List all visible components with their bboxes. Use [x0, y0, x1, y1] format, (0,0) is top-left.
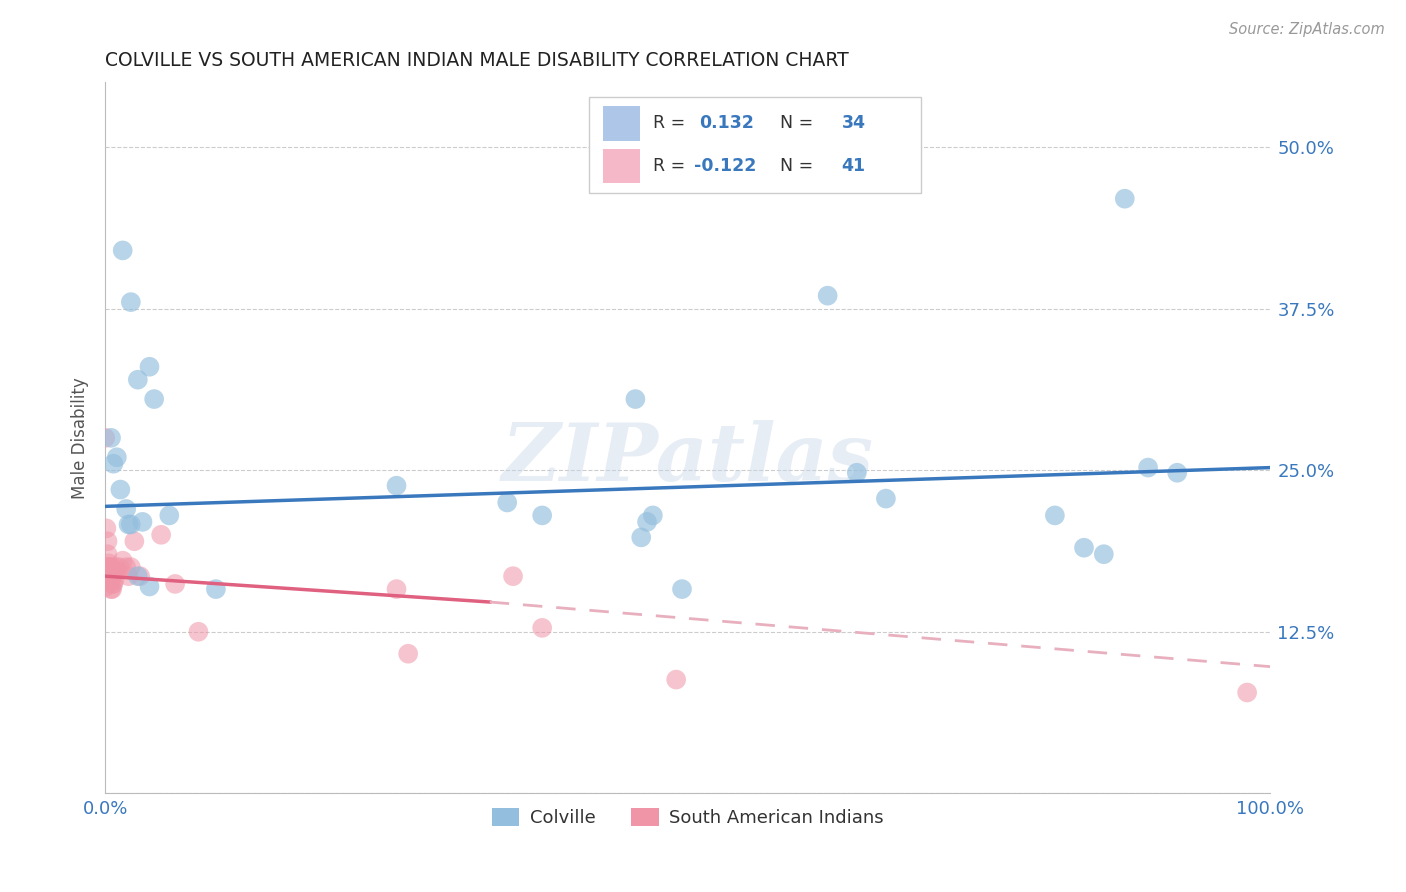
Point	[396, 647, 419, 661]
Text: COLVILLE VS SOUTH AMERICAN INDIAN MALE DISABILITY CORRELATION CHART: COLVILLE VS SOUTH AMERICAN INDIAN MALE D…	[105, 51, 849, 70]
Point	[1043, 508, 1066, 523]
Point	[96, 521, 118, 535]
Point	[138, 580, 160, 594]
Bar	[603, 106, 640, 141]
Point	[671, 582, 693, 596]
Point	[111, 554, 134, 568]
Point	[1137, 460, 1160, 475]
Point	[165, 577, 187, 591]
Point	[103, 573, 125, 587]
Point	[385, 478, 408, 492]
Point	[105, 450, 128, 465]
Text: ZIPatlas: ZIPatlas	[502, 420, 875, 498]
Point	[105, 564, 128, 578]
Point	[385, 582, 408, 596]
Point	[96, 566, 118, 581]
Point	[96, 547, 118, 561]
Text: Source: ZipAtlas.com: Source: ZipAtlas.com	[1229, 22, 1385, 37]
Point	[98, 560, 121, 574]
Point	[138, 359, 160, 374]
Text: N =: N =	[769, 157, 820, 175]
Point	[630, 530, 652, 544]
Point	[531, 621, 554, 635]
Point	[96, 560, 118, 574]
Text: 34: 34	[842, 114, 866, 132]
Point	[531, 508, 554, 523]
Point	[97, 569, 120, 583]
Point	[143, 392, 166, 406]
Point	[205, 582, 228, 596]
Point	[111, 244, 134, 258]
Point	[110, 483, 132, 497]
Point	[97, 556, 120, 570]
Point	[103, 457, 125, 471]
Text: -0.122: -0.122	[693, 157, 756, 175]
Point	[665, 673, 688, 687]
Text: R =: R =	[652, 157, 690, 175]
Point	[817, 288, 839, 302]
Point	[101, 577, 124, 591]
Point	[97, 564, 120, 578]
Legend: Colville, South American Indians: Colville, South American Indians	[485, 800, 891, 834]
Point	[103, 577, 125, 591]
Point	[108, 560, 131, 574]
Point	[624, 392, 647, 406]
Point	[641, 508, 664, 523]
Text: 0.132: 0.132	[699, 114, 755, 132]
Point	[100, 582, 122, 596]
Point	[98, 566, 121, 581]
Point	[117, 569, 139, 583]
Point	[875, 491, 897, 506]
Point	[120, 560, 142, 574]
Point	[157, 508, 180, 523]
Bar	[603, 149, 640, 183]
Point	[120, 517, 142, 532]
Point	[636, 515, 658, 529]
Point	[104, 560, 127, 574]
Point	[100, 431, 122, 445]
Point	[100, 560, 122, 574]
Point	[96, 560, 118, 574]
Point	[1166, 466, 1188, 480]
Point	[1073, 541, 1095, 555]
Point	[96, 580, 118, 594]
Point	[1236, 685, 1258, 699]
Point	[150, 528, 173, 542]
Point	[496, 495, 519, 509]
Text: N =: N =	[769, 114, 820, 132]
FancyBboxPatch shape	[589, 96, 921, 193]
Point	[94, 431, 117, 445]
Point	[117, 517, 139, 532]
Point	[127, 569, 149, 583]
Point	[187, 624, 209, 639]
Point	[100, 573, 122, 587]
Y-axis label: Male Disability: Male Disability	[72, 377, 89, 499]
Point	[97, 560, 120, 574]
Point	[129, 569, 152, 583]
Point	[98, 573, 121, 587]
Point	[120, 295, 142, 310]
Point	[127, 373, 149, 387]
Point	[502, 569, 524, 583]
Point	[101, 582, 124, 596]
Text: R =: R =	[652, 114, 690, 132]
Point	[103, 564, 125, 578]
Point	[845, 466, 868, 480]
Point	[96, 534, 118, 549]
Text: 41: 41	[842, 157, 866, 175]
Point	[1092, 547, 1115, 561]
Point	[1114, 192, 1136, 206]
Point	[131, 515, 153, 529]
Point	[115, 560, 138, 574]
Point	[115, 502, 138, 516]
Point	[124, 534, 146, 549]
